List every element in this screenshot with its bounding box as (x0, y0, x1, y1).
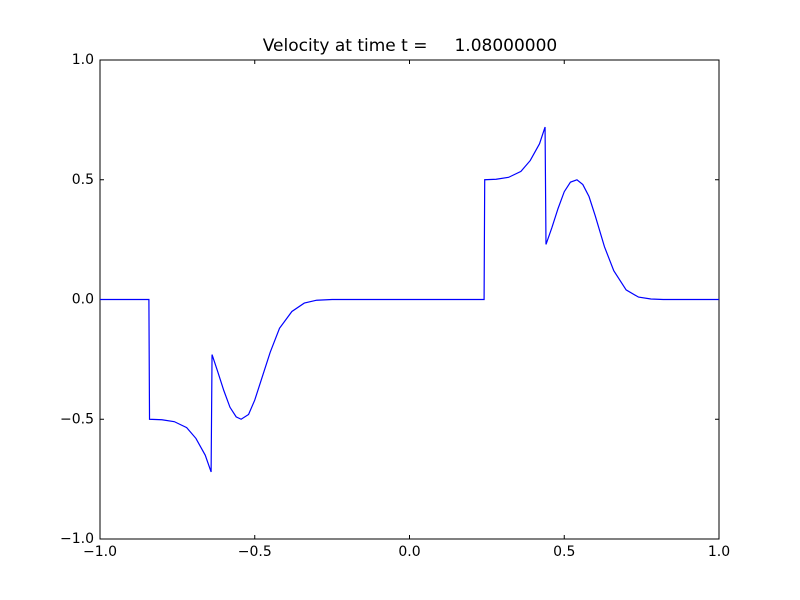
y-tick-label: 0.5 (72, 172, 94, 188)
y-tick-label: 0.0 (72, 292, 94, 308)
x-tick-label: 0.5 (553, 544, 575, 560)
y-tick-label: 1.0 (72, 52, 94, 68)
y-tick-label: −1.0 (60, 531, 94, 547)
x-tick-label: −1.0 (83, 544, 117, 560)
chart-title: Velocity at time t = 1.08000000 (263, 36, 557, 56)
data-line (100, 126, 719, 473)
x-tick-label: 1.0 (708, 544, 730, 560)
x-tick-label: −0.5 (238, 544, 272, 560)
x-tick-label: 0.0 (398, 544, 420, 560)
y-tick-label: −0.5 (60, 411, 94, 427)
